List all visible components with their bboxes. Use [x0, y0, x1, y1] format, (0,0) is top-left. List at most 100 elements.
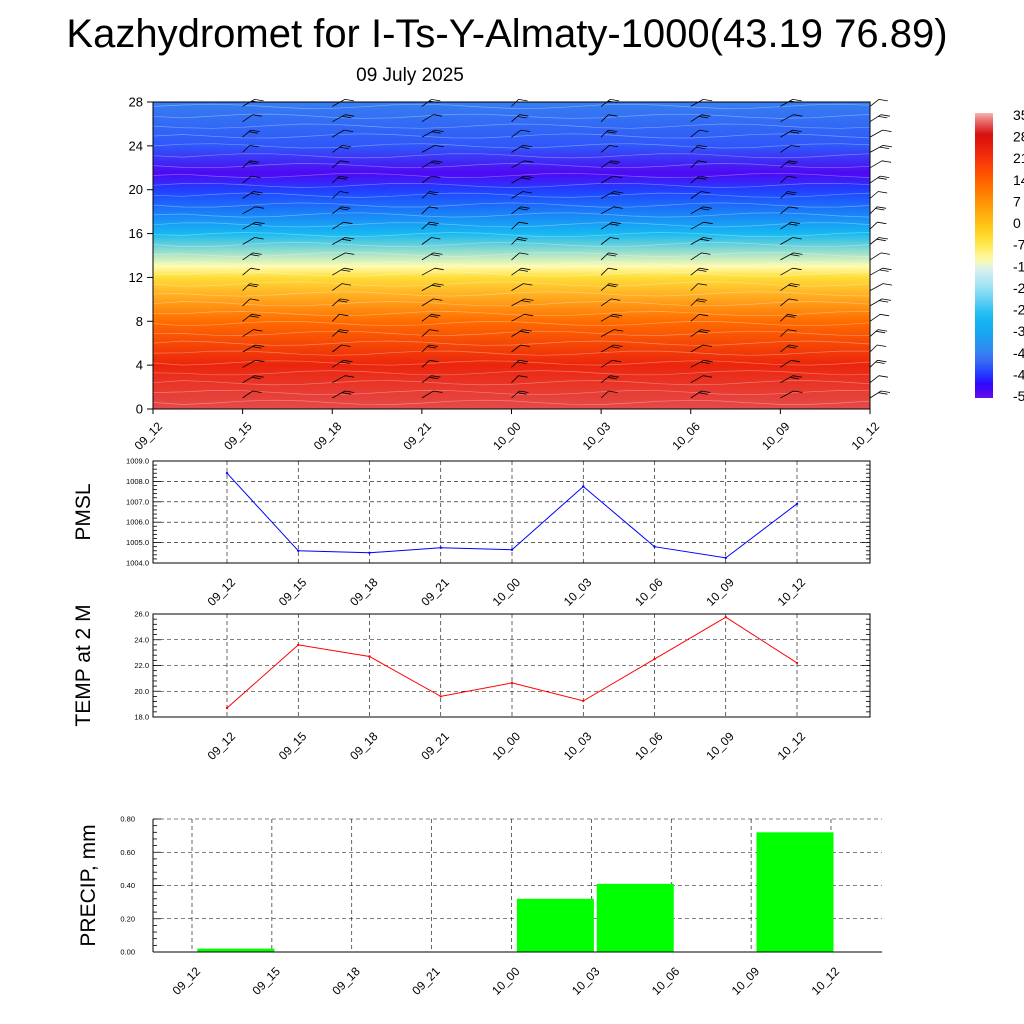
wind-barb — [600, 313, 623, 322]
x-tick-label: 10_00 — [489, 964, 523, 998]
wind-barb — [869, 252, 890, 261]
wind-barb — [869, 175, 890, 184]
wind-barb — [421, 298, 443, 307]
wind-barbs — [242, 99, 893, 399]
wind-barb — [242, 359, 265, 368]
x-tick-label: 09_18 — [311, 419, 345, 453]
wind-barb — [242, 298, 260, 307]
wind-barb — [332, 237, 355, 245]
wind-barb — [690, 160, 707, 169]
wind-barb — [690, 267, 709, 276]
minor-ticks — [153, 818, 161, 953]
data-point — [510, 681, 514, 685]
y-tick-label: 8 — [136, 314, 143, 329]
wind-barb — [511, 114, 529, 122]
contour-line — [152, 242, 871, 248]
wind-barb — [332, 267, 354, 276]
data-point — [653, 545, 656, 548]
wind-barb — [600, 191, 624, 199]
x-tick-label: 10_03 — [569, 964, 603, 998]
colorbar-label: 21 — [1013, 150, 1024, 166]
wind-barb — [869, 375, 888, 384]
x-tick-label: 10_00 — [490, 729, 524, 763]
contour-line — [152, 232, 871, 238]
contour-lines — [152, 103, 871, 405]
y-tick-label: 0.40 — [120, 881, 135, 890]
wind-barb — [690, 329, 711, 337]
wind-barb — [600, 375, 620, 384]
y-tick-label: 0.80 — [120, 815, 135, 824]
contour-line — [152, 192, 871, 198]
contour-line — [152, 370, 871, 376]
colorbar-label: -35 — [1013, 323, 1024, 339]
wind-barb — [780, 252, 803, 261]
wind-barb — [869, 129, 892, 138]
data-point — [439, 695, 442, 698]
x-tick-label: 10_12 — [775, 729, 809, 763]
x-tick-label: 09_21 — [400, 419, 434, 453]
y-tick-label: 24 — [129, 138, 143, 153]
wind-barb — [600, 329, 624, 337]
wind-barb — [600, 344, 623, 353]
wind-barb — [869, 283, 893, 291]
contour-line — [152, 321, 871, 327]
contour-line — [152, 330, 871, 336]
wind-barb — [780, 375, 802, 384]
precip-chart: 0.00 0.20 0.40 0.60 0.80 09_12 09_15 09_18 09_21… — [77, 815, 882, 998]
y-tick-label: 28 — [129, 95, 143, 110]
y-tick-label: 1009.0 — [126, 457, 149, 466]
contour-line — [152, 113, 871, 119]
colorbar-label: 14 — [1013, 172, 1024, 188]
contour-line — [152, 252, 871, 257]
data-point — [297, 549, 300, 552]
wind-barb — [332, 145, 352, 153]
wind-barb — [511, 191, 532, 199]
wind-barb — [511, 175, 534, 184]
temp-2m-chart: 18.0 20.0 22.0 24.0 26.0 09_12 09_15 09_18 09_21… — [72, 604, 871, 763]
contour-line — [152, 350, 870, 356]
wind-barb — [690, 252, 711, 261]
wind-barb — [242, 344, 265, 353]
minor-ticks — [153, 460, 870, 564]
colorbar-label: 7 — [1013, 193, 1021, 209]
wind-barb — [421, 206, 438, 215]
wind-barb — [869, 267, 892, 276]
colorbar-label: -56 — [1013, 388, 1024, 404]
contour-line — [152, 153, 871, 159]
colorbar-label: -21 — [1013, 280, 1024, 296]
wind-barb — [421, 344, 438, 353]
wind-barb — [421, 390, 443, 399]
data-point — [368, 655, 371, 658]
wind-barb — [780, 298, 798, 307]
wind-barb — [332, 252, 355, 261]
wind-barb — [242, 114, 262, 123]
wind-barb — [511, 206, 530, 215]
wind-barb — [780, 129, 802, 138]
contour-line — [152, 143, 871, 149]
wind-barb — [421, 375, 441, 384]
wind-barb — [421, 145, 444, 153]
colorbar-scale — [975, 113, 993, 398]
colorbar-label: -14 — [1013, 258, 1024, 274]
y-tick-label: 26.0 — [134, 610, 149, 619]
wind-barb — [421, 191, 439, 199]
contour-line — [152, 202, 871, 208]
wind-barb — [780, 114, 803, 123]
contour-line — [152, 311, 871, 317]
precip-bar — [596, 883, 674, 952]
wind-barb — [780, 160, 798, 169]
wind-barb — [600, 129, 618, 138]
wind-barb — [511, 237, 528, 245]
wind-barb — [421, 129, 444, 138]
x-tick-label: 09_21 — [418, 729, 452, 763]
wind-barb — [332, 390, 355, 399]
wind-barb — [690, 313, 709, 322]
wind-barb — [332, 129, 354, 138]
wind-barb — [421, 283, 444, 291]
wind-barb — [511, 129, 531, 138]
y-tick-label: 0.00 — [120, 948, 135, 957]
contour-line — [152, 340, 871, 346]
wind-barb — [600, 390, 618, 399]
x-tick-label: 10_06 — [669, 419, 703, 453]
